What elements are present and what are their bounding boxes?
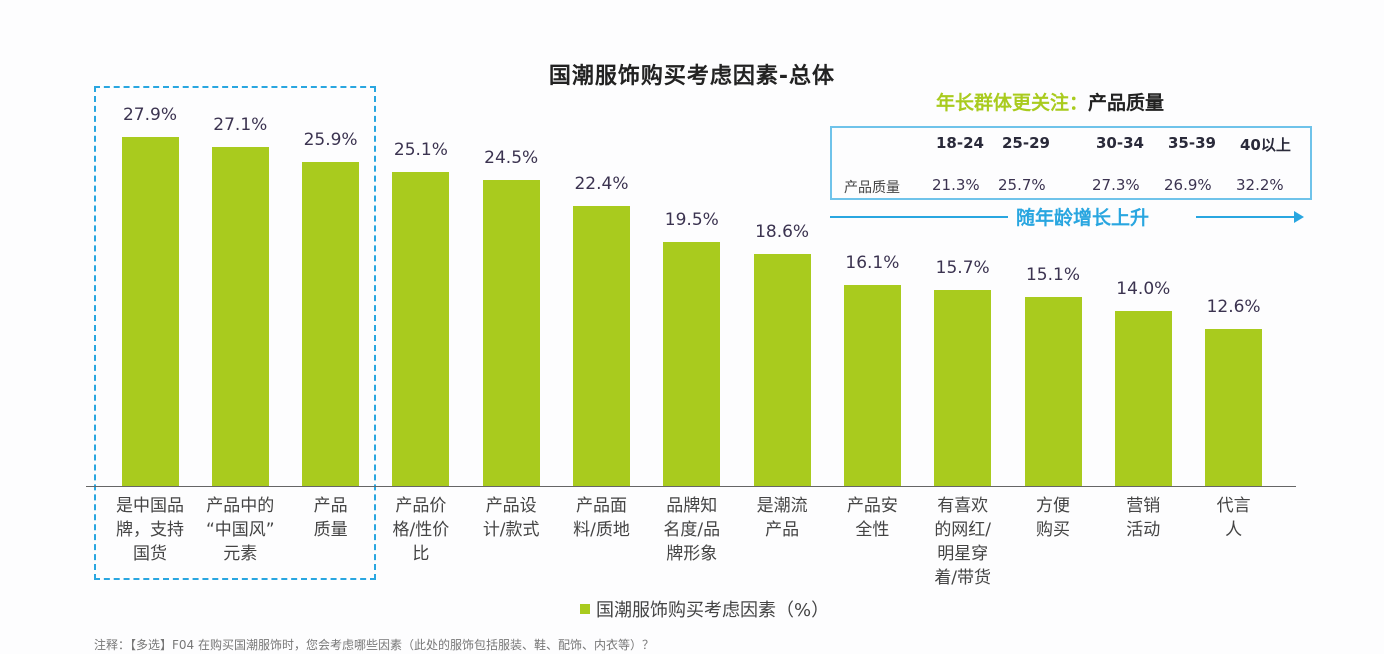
data-label: 16.1%: [845, 252, 900, 273]
age-group-header: 18-24: [936, 134, 984, 152]
data-label: 15.7%: [935, 257, 990, 278]
annotation-heading-topic: 产品质量: [1088, 92, 1165, 114]
bar: [753, 253, 811, 486]
age-group-header: 30-34: [1096, 134, 1144, 152]
arrow-right-icon: [1294, 211, 1304, 223]
bar: [843, 284, 901, 486]
chart-title: 国潮服饰购买考虑因素-总体: [0, 58, 1384, 90]
data-label: 18.6%: [755, 221, 810, 242]
highlight-dashed-box: [94, 86, 376, 580]
footnote: 注释：【多选】F04 在购买国潮服饰时，您会考虑哪些因素（此处的服饰包括服装、鞋…: [94, 638, 654, 652]
x-tick-label: 产品中的 “中国风” 元素: [205, 496, 275, 564]
data-label: 15.1%: [1025, 265, 1080, 286]
age-group-value: 25.7%: [998, 176, 1046, 194]
bar: [211, 147, 269, 486]
age-group-header: 25-29: [1002, 134, 1050, 152]
data-label: 19.5%: [664, 210, 719, 231]
legend: 国潮服饰购买考虑因素（%）: [580, 596, 829, 622]
age-group-value: 26.9%: [1164, 176, 1212, 194]
bar: [1205, 328, 1263, 486]
legend-label: 国潮服饰购买考虑因素（%）: [596, 600, 830, 621]
x-tick-label: 营销 活动: [1126, 496, 1161, 540]
age-group-value: 21.3%: [932, 176, 980, 194]
bar: [1024, 297, 1082, 486]
age-group-header: 35-39: [1168, 134, 1216, 152]
x-tick-label: 是潮流 产品: [756, 496, 808, 540]
bar: [392, 172, 450, 486]
legend-swatch: [580, 604, 590, 614]
data-label: 14.0%: [1116, 279, 1171, 299]
age-group-value: 32.2%: [1236, 176, 1284, 194]
data-label: 25.9%: [303, 130, 358, 151]
bar: [934, 289, 992, 486]
chart-title-text: 国潮服饰购买考虑因素-总体: [548, 64, 836, 89]
bar: [1114, 311, 1172, 486]
bar: [302, 162, 360, 486]
x-tick-label: 品牌知 名度/品 牌形象: [663, 496, 721, 564]
trend-line-right: [1196, 216, 1296, 218]
trend-text: 随年龄增长上升: [1016, 207, 1150, 229]
x-tick-label: 产品设 计/款式: [482, 496, 540, 540]
data-label: 25.1%: [393, 140, 448, 161]
trend-line-left: [830, 216, 1008, 218]
data-label: 27.1%: [213, 115, 268, 136]
x-tick-label: 方便 购买: [1036, 496, 1070, 540]
data-label: 27.9%: [122, 105, 177, 126]
x-tick-label: 产品 质量: [313, 496, 348, 540]
age-group-table: 18-24 21.3% 25-29 25.7% 30-34 27.3% 35-39 26.9%…: [830, 126, 1312, 200]
x-tick-label: 产品面 料/质地: [573, 496, 630, 540]
annotation-heading: 年长群体更关注：产品质量: [936, 88, 1164, 115]
data-label: 24.5%: [484, 147, 539, 168]
x-axis-baseline: [86, 486, 1296, 487]
x-tick-label: 产品安 全性: [846, 496, 898, 540]
x-tick-label: 有喜欢 的网红/ 明星穿 着/带货: [934, 496, 992, 588]
bar: [482, 179, 540, 486]
bar: [121, 137, 179, 486]
table-row-label: 产品质量: [844, 180, 900, 196]
bar: [663, 242, 721, 486]
data-label: 12.6%: [1206, 296, 1261, 317]
bar: [573, 206, 630, 486]
x-tick-label: 产品价 格/性价 比: [392, 496, 450, 564]
age-group-header: 40以上: [1240, 136, 1291, 154]
annotation-heading-highlight: 年长群体更关注：: [936, 92, 1089, 114]
x-tick-label: 代言 人: [1216, 496, 1251, 540]
data-label: 22.4%: [574, 174, 629, 194]
age-group-value: 27.3%: [1092, 176, 1140, 194]
x-tick-label: 是中国品 牌，支持 国货: [116, 496, 184, 564]
